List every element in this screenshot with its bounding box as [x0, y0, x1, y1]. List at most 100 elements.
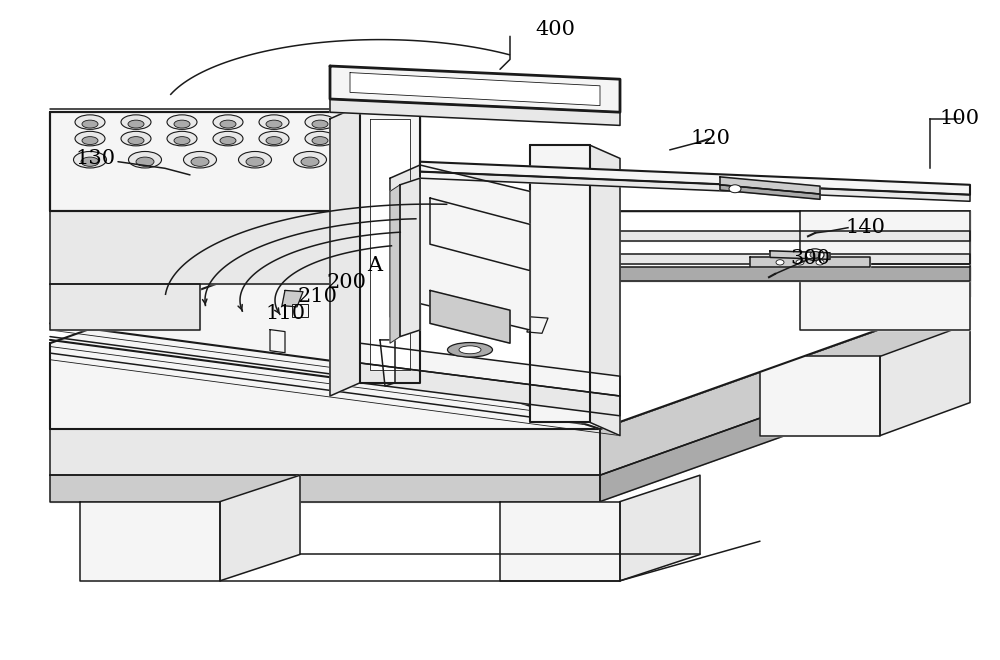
Ellipse shape — [74, 151, 106, 168]
Polygon shape — [720, 185, 820, 199]
Ellipse shape — [301, 157, 319, 166]
Polygon shape — [800, 277, 970, 330]
Polygon shape — [220, 475, 300, 581]
Polygon shape — [50, 112, 420, 211]
Polygon shape — [420, 254, 970, 264]
Polygon shape — [370, 119, 410, 370]
Polygon shape — [50, 211, 420, 284]
Polygon shape — [430, 198, 530, 271]
Ellipse shape — [213, 115, 243, 129]
Polygon shape — [282, 290, 303, 307]
Ellipse shape — [136, 157, 154, 166]
Polygon shape — [420, 165, 530, 330]
Polygon shape — [420, 162, 970, 195]
Polygon shape — [360, 343, 620, 396]
Ellipse shape — [121, 115, 151, 129]
Ellipse shape — [82, 137, 98, 145]
Ellipse shape — [312, 120, 328, 128]
Polygon shape — [390, 185, 400, 343]
Polygon shape — [720, 177, 820, 194]
Ellipse shape — [220, 120, 236, 128]
Text: 300: 300 — [790, 249, 830, 268]
Ellipse shape — [259, 131, 289, 146]
Ellipse shape — [213, 131, 243, 146]
Polygon shape — [620, 475, 700, 581]
Ellipse shape — [305, 115, 335, 129]
Ellipse shape — [351, 115, 381, 129]
Ellipse shape — [266, 137, 282, 145]
Text: 200: 200 — [327, 273, 367, 292]
Ellipse shape — [220, 137, 236, 145]
Ellipse shape — [239, 151, 272, 168]
Polygon shape — [330, 66, 620, 112]
Ellipse shape — [174, 120, 190, 128]
Polygon shape — [50, 211, 970, 429]
Circle shape — [776, 259, 784, 265]
Ellipse shape — [121, 131, 151, 146]
Ellipse shape — [174, 137, 190, 145]
Ellipse shape — [259, 115, 289, 129]
Polygon shape — [350, 73, 600, 106]
Polygon shape — [527, 317, 548, 333]
Polygon shape — [760, 356, 880, 436]
Ellipse shape — [81, 157, 99, 166]
Text: 400: 400 — [535, 20, 575, 39]
Text: 210: 210 — [298, 288, 338, 306]
Polygon shape — [430, 290, 510, 343]
Polygon shape — [50, 429, 600, 475]
Circle shape — [810, 251, 820, 258]
Circle shape — [796, 259, 804, 265]
Circle shape — [816, 259, 824, 265]
Ellipse shape — [294, 151, 326, 168]
Bar — [292, 304, 308, 317]
Polygon shape — [750, 257, 870, 267]
Ellipse shape — [128, 151, 162, 168]
Text: A: A — [367, 256, 383, 275]
Ellipse shape — [167, 131, 197, 146]
Ellipse shape — [246, 157, 264, 166]
Ellipse shape — [266, 120, 282, 128]
Text: 100: 100 — [940, 110, 980, 128]
Polygon shape — [330, 99, 620, 125]
Ellipse shape — [184, 151, 216, 168]
Ellipse shape — [128, 120, 144, 128]
Text: 140: 140 — [845, 218, 885, 237]
Ellipse shape — [82, 120, 98, 128]
Ellipse shape — [358, 137, 374, 145]
Ellipse shape — [191, 157, 209, 166]
Polygon shape — [330, 106, 360, 396]
Polygon shape — [420, 231, 970, 241]
Ellipse shape — [128, 137, 144, 145]
Polygon shape — [50, 284, 200, 330]
Text: 110: 110 — [265, 304, 305, 323]
Ellipse shape — [305, 131, 335, 146]
Polygon shape — [50, 475, 600, 502]
Polygon shape — [880, 323, 970, 436]
Ellipse shape — [351, 131, 381, 146]
Ellipse shape — [459, 346, 481, 354]
Polygon shape — [530, 145, 590, 422]
Ellipse shape — [75, 131, 105, 146]
Ellipse shape — [75, 115, 105, 129]
Text: 120: 120 — [690, 129, 730, 148]
Polygon shape — [600, 297, 970, 475]
Polygon shape — [360, 106, 420, 383]
Polygon shape — [400, 178, 420, 337]
Polygon shape — [590, 145, 620, 436]
Circle shape — [729, 185, 741, 193]
Polygon shape — [420, 172, 970, 201]
Text: 130: 130 — [75, 149, 115, 168]
Polygon shape — [420, 267, 970, 280]
Polygon shape — [600, 343, 970, 502]
Ellipse shape — [167, 115, 197, 129]
Polygon shape — [370, 348, 385, 371]
Circle shape — [806, 249, 824, 261]
Polygon shape — [500, 502, 620, 581]
Polygon shape — [770, 251, 830, 259]
Polygon shape — [510, 374, 525, 397]
Ellipse shape — [358, 120, 374, 128]
Polygon shape — [80, 502, 220, 581]
Polygon shape — [390, 165, 420, 317]
Ellipse shape — [448, 343, 492, 357]
Polygon shape — [50, 112, 420, 211]
